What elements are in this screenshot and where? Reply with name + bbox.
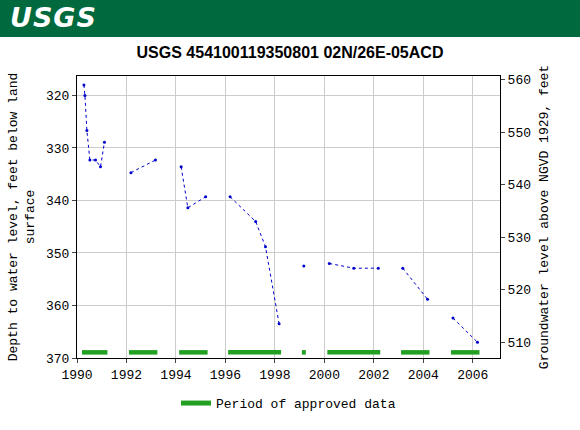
- svg-text:550: 550: [508, 126, 531, 141]
- html-text:USGS: USGS: [10, 2, 97, 33]
- svg-text:1994: 1994: [160, 368, 191, 383]
- svg-text:2006: 2006: [457, 368, 488, 383]
- svg-text:330: 330: [46, 141, 69, 156]
- svg-text:2002: 2002: [358, 368, 389, 383]
- svg-text:1992: 1992: [111, 368, 142, 383]
- svg-text:1996: 1996: [210, 368, 241, 383]
- svg-text:530: 530: [508, 231, 531, 246]
- svg-text:1998: 1998: [259, 368, 290, 383]
- svg-text:Period of approved data: Period of approved data: [216, 397, 396, 412]
- svg-text:340: 340: [46, 194, 69, 209]
- svg-text:360: 360: [46, 299, 69, 314]
- svg-text:510: 510: [508, 336, 531, 351]
- svg-text:520: 520: [508, 283, 531, 298]
- svg-text:370: 370: [46, 352, 69, 367]
- svg-text:560: 560: [508, 73, 531, 88]
- svg-text:1990: 1990: [61, 368, 92, 383]
- svg-text:2000: 2000: [309, 368, 340, 383]
- svg-text:Groundwater level above NGVD 1: Groundwater level above NGVD 1929, feet: [537, 65, 552, 369]
- svg-text:540: 540: [508, 178, 531, 193]
- svg-text:2004: 2004: [408, 368, 439, 383]
- svg-text:320: 320: [46, 89, 69, 104]
- svg-text:350: 350: [46, 247, 69, 262]
- svg-text:USGS 454100119350801 02N/26E-0: USGS 454100119350801 02N/26E-05ACD: [137, 44, 444, 61]
- svg-text:Depth to water level, feet bel: Depth to water level, feet below landsur…: [6, 73, 38, 362]
